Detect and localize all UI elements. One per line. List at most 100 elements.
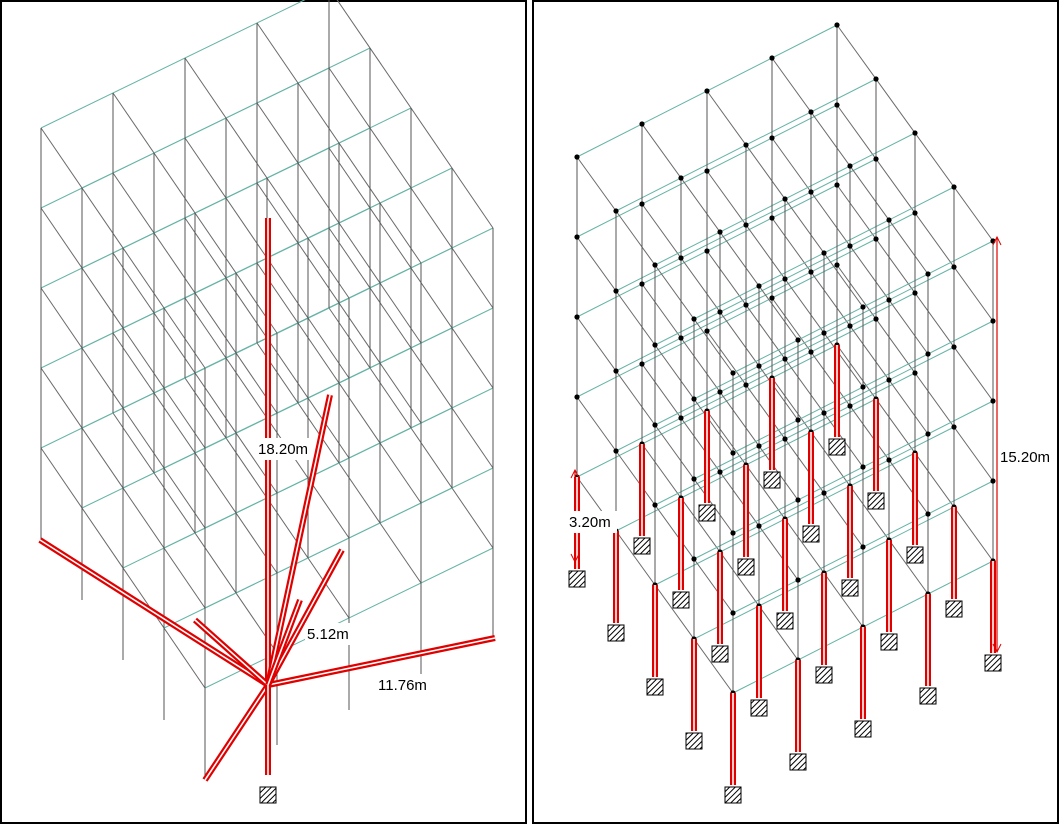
node xyxy=(574,154,580,160)
node xyxy=(808,269,814,275)
node xyxy=(717,389,723,395)
node xyxy=(769,55,775,61)
node xyxy=(730,370,736,376)
node xyxy=(808,109,814,115)
node xyxy=(990,398,996,404)
node xyxy=(691,316,697,322)
arrow xyxy=(570,553,580,564)
node xyxy=(639,121,645,127)
node xyxy=(717,229,723,235)
node xyxy=(704,248,710,254)
node xyxy=(743,302,749,308)
support xyxy=(763,471,781,489)
node xyxy=(925,351,931,357)
node xyxy=(847,243,853,249)
node xyxy=(873,236,879,242)
node xyxy=(613,368,619,374)
node xyxy=(704,88,710,94)
member-core xyxy=(194,619,269,686)
node xyxy=(743,382,749,388)
node xyxy=(613,448,619,454)
support xyxy=(724,786,742,804)
node xyxy=(652,502,658,508)
support xyxy=(919,687,937,705)
arrow xyxy=(992,643,1002,654)
node xyxy=(925,511,931,517)
member-core xyxy=(204,684,269,781)
node xyxy=(678,335,684,341)
node xyxy=(925,431,931,437)
node xyxy=(821,250,827,256)
node xyxy=(821,330,827,336)
dimension-label: 15.20m xyxy=(1000,449,1050,466)
node xyxy=(821,490,827,496)
node xyxy=(652,342,658,348)
support xyxy=(880,633,898,651)
node xyxy=(574,234,580,240)
node xyxy=(678,255,684,261)
node xyxy=(652,422,658,428)
support xyxy=(750,699,768,717)
node xyxy=(704,328,710,334)
node xyxy=(808,189,814,195)
node xyxy=(730,610,736,616)
node xyxy=(951,264,957,270)
node xyxy=(730,530,736,536)
node xyxy=(756,443,762,449)
node xyxy=(704,168,710,174)
node xyxy=(678,415,684,421)
node xyxy=(743,222,749,228)
node xyxy=(782,356,788,362)
node xyxy=(717,309,723,315)
support xyxy=(672,591,690,609)
node xyxy=(795,337,801,343)
node xyxy=(756,523,762,529)
support xyxy=(984,654,1002,672)
node xyxy=(756,283,762,289)
node xyxy=(951,184,957,190)
dimension-label: 18.20m xyxy=(258,441,308,458)
node xyxy=(821,410,827,416)
support xyxy=(685,732,703,750)
node xyxy=(613,208,619,214)
node xyxy=(873,76,879,82)
node xyxy=(951,344,957,350)
node xyxy=(756,363,762,369)
member-core xyxy=(267,549,343,686)
node xyxy=(847,403,853,409)
node xyxy=(912,210,918,216)
node xyxy=(873,156,879,162)
support xyxy=(854,720,872,738)
node xyxy=(990,318,996,324)
node xyxy=(795,417,801,423)
support xyxy=(945,600,963,618)
support xyxy=(802,525,820,543)
dimension-label: 11.76m xyxy=(378,677,427,694)
node xyxy=(574,314,580,320)
support xyxy=(607,624,625,642)
node xyxy=(873,316,879,322)
node xyxy=(652,262,658,268)
node xyxy=(886,217,892,223)
node xyxy=(834,262,840,268)
node xyxy=(860,544,866,550)
node xyxy=(990,478,996,484)
support xyxy=(259,786,277,804)
node xyxy=(834,102,840,108)
member-core xyxy=(267,637,496,686)
node xyxy=(782,276,788,282)
node xyxy=(808,349,814,355)
node xyxy=(769,295,775,301)
support xyxy=(737,558,755,576)
node xyxy=(730,450,736,456)
member-core xyxy=(39,539,269,686)
arrow xyxy=(570,468,580,479)
node xyxy=(678,175,684,181)
support xyxy=(568,570,586,588)
node xyxy=(717,469,723,475)
node xyxy=(912,290,918,296)
node xyxy=(886,457,892,463)
node xyxy=(574,394,580,400)
